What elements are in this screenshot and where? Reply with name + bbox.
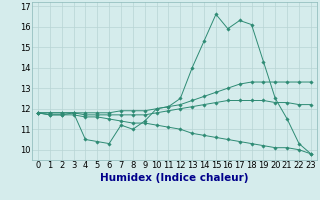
X-axis label: Humidex (Indice chaleur): Humidex (Indice chaleur) <box>100 173 249 183</box>
